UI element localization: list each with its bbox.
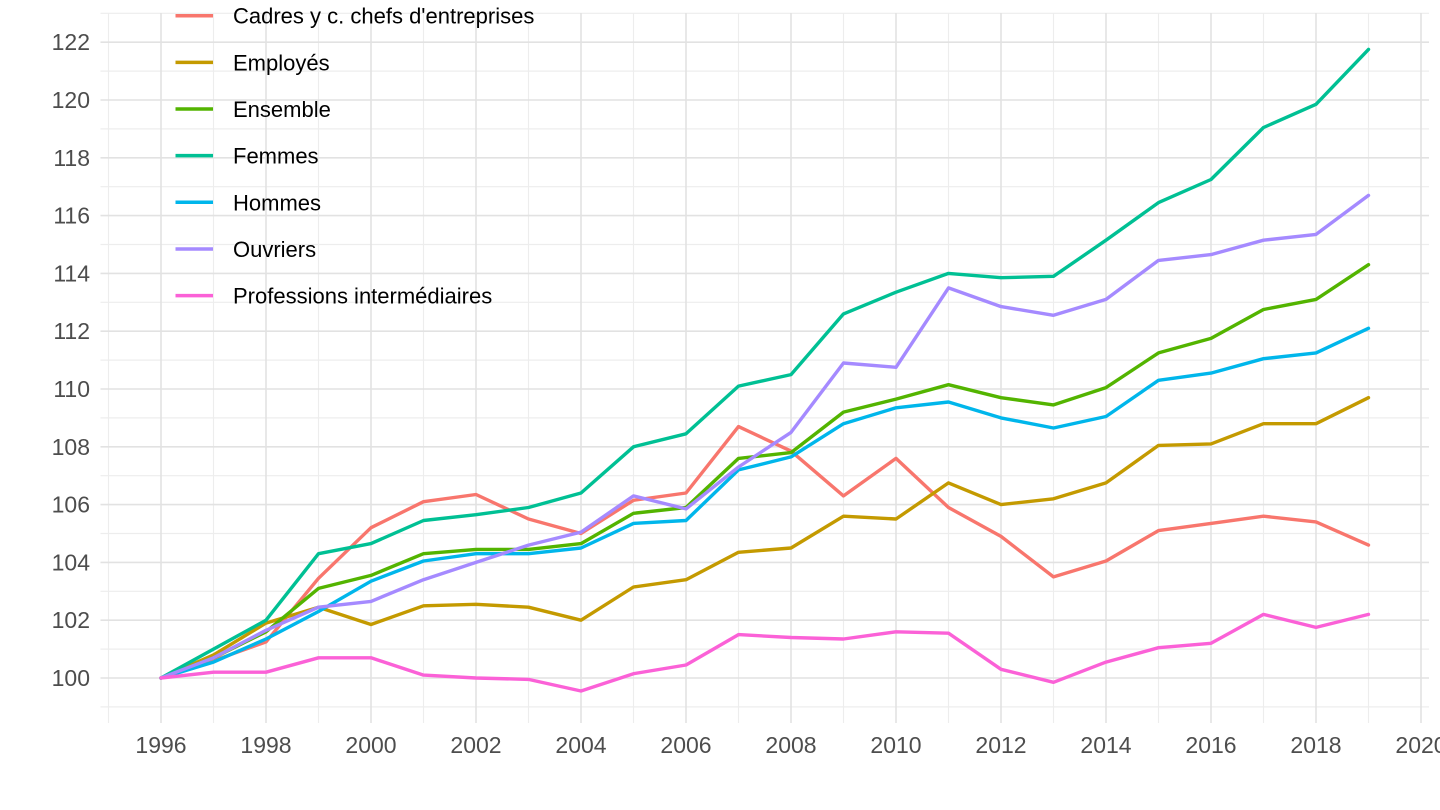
legend-label-femmes: Femmes xyxy=(233,144,319,169)
y-axis-tick-label: 118 xyxy=(53,145,90,171)
series-line-employes xyxy=(159,396,1371,680)
legend-label-ensemble: Ensemble xyxy=(233,97,331,122)
x-axis-tick-label: 2006 xyxy=(660,732,711,758)
x-axis-tick-label: 2016 xyxy=(1185,732,1236,758)
y-axis-tick-label: 106 xyxy=(52,492,90,518)
x-axis-tick-label: 2008 xyxy=(765,732,816,758)
x-axis-tick-label: 2014 xyxy=(1080,732,1131,758)
y-axis-tick-label: 112 xyxy=(53,318,90,344)
legend-label-ouvriers: Ouvriers xyxy=(233,237,316,262)
series-line-ouvriers xyxy=(159,193,1371,680)
legend-label-hommes: Hommes xyxy=(233,190,321,215)
x-axis-tick-label: 2020 xyxy=(1395,732,1440,758)
y-axis-tick-label: 104 xyxy=(52,549,91,575)
y-axis-tick-label: 120 xyxy=(52,87,90,113)
legend-entry-ouvriers: Ouvriers xyxy=(175,237,316,262)
y-axis-tick-label: 102 xyxy=(52,607,90,633)
x-axis-tick-label: 2000 xyxy=(345,732,396,758)
series-line-professions-intermediaires xyxy=(159,612,1371,693)
x-axis-tick-label: 2010 xyxy=(870,732,921,758)
x-axis-tick-label: 2004 xyxy=(555,732,606,758)
y-axis-tick-label: 116 xyxy=(53,203,90,229)
x-axis-tick-label: 1998 xyxy=(240,732,291,758)
legend-label-employes: Employés xyxy=(233,50,330,75)
y-axis-tick-label: 110 xyxy=(53,376,90,402)
legend-entry-employes: Employés xyxy=(175,50,330,75)
x-axis-tick-label: 2018 xyxy=(1290,732,1341,758)
series-line-ensemble xyxy=(159,263,1371,680)
x-axis-tick-label: 1996 xyxy=(135,732,186,758)
legend-entry-cadres-y-c-chefs-d-entreprises: Cadres y c. chefs d'entreprises xyxy=(175,4,534,29)
series-line-femmes xyxy=(159,47,1371,680)
y-axis-tick-label: 114 xyxy=(53,260,90,286)
series-line-cadres-y-c-chefs-d-entreprises xyxy=(159,424,1371,680)
legend-entry-professions-intermediaires: Professions intermédiaires xyxy=(175,284,492,309)
y-axis-tick-label: 108 xyxy=(52,434,90,460)
series-line-hommes xyxy=(159,326,1371,680)
legend-entry-femmes: Femmes xyxy=(175,144,319,169)
y-axis-tick-label: 100 xyxy=(52,665,90,691)
legend-label-cadres-y-c-chefs-d-entreprises: Cadres y c. chefs d'entreprises xyxy=(233,4,534,29)
legend-entry-hommes: Hommes xyxy=(175,190,321,215)
x-axis-tick-label: 2002 xyxy=(450,732,501,758)
y-axis-tick-label: 122 xyxy=(52,29,90,55)
legend-label-professions-intermediaires: Professions intermédiaires xyxy=(233,284,492,309)
legend-entry-ensemble: Ensemble xyxy=(175,97,331,122)
x-axis-tick-label: 2012 xyxy=(975,732,1026,758)
